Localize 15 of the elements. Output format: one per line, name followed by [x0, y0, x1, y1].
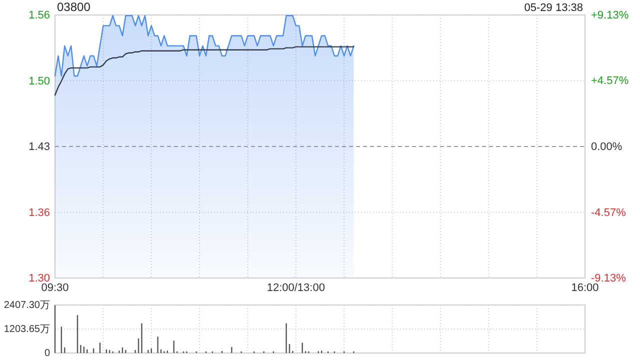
y2-tick-label: 0.00%: [591, 141, 622, 154]
y-tick-label: 2407.30万: [4, 300, 50, 312]
y2-tick-label: +4.57%: [591, 75, 629, 88]
y2-tick-label: +9.13%: [591, 10, 629, 22]
y-tick-label: 1.36: [28, 206, 50, 219]
y-tick-label: 1203.65万: [4, 324, 50, 336]
x-tick-label: 12:00/13:00: [266, 282, 325, 294]
chart-subtitle: 05-29 13:38: [524, 2, 583, 14]
y-tick-label: 1.56: [28, 10, 50, 22]
y2-tick-label: -4.57%: [591, 206, 626, 219]
line-series: [54, 46, 354, 96]
y-tick-label: 0: [44, 348, 50, 360]
chart-title: 03800: [57, 0, 91, 14]
y-tick-label: 1.50: [28, 75, 50, 88]
y-tick-label: 1.43: [28, 141, 50, 154]
